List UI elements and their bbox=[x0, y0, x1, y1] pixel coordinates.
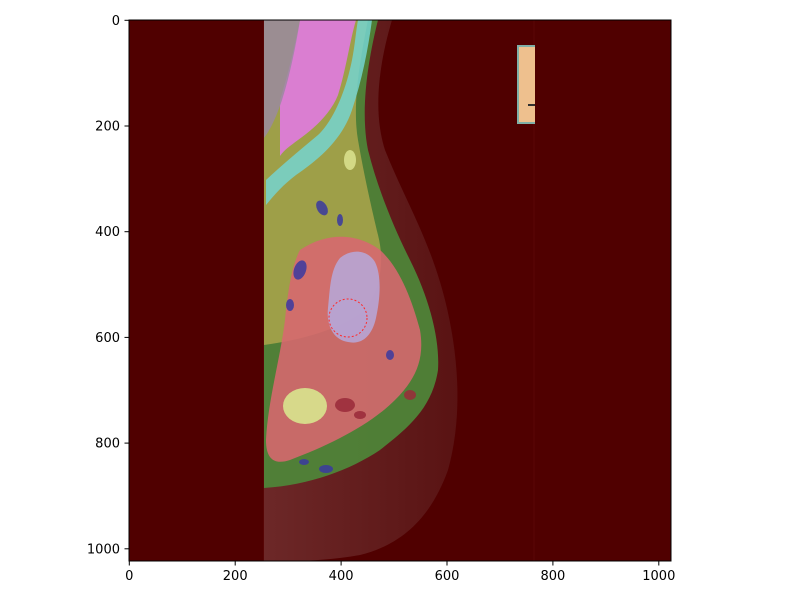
axes-frame bbox=[128, 19, 672, 562]
dark-red-spots bbox=[335, 390, 416, 419]
y-tick-label: 400 bbox=[95, 225, 120, 240]
x-tick-label: 0 bbox=[125, 569, 133, 584]
x-tick-label: 800 bbox=[540, 569, 565, 584]
y-tick: 0 bbox=[112, 14, 129, 29]
y-tick-label: 800 bbox=[95, 437, 120, 452]
x-tick: 0 bbox=[125, 561, 133, 584]
x-tick: 200 bbox=[223, 561, 248, 584]
x-tick: 400 bbox=[329, 561, 354, 584]
x-tick: 600 bbox=[435, 561, 460, 584]
yellow-patch-small bbox=[344, 150, 356, 170]
image-panel bbox=[129, 20, 671, 561]
y-tick: 200 bbox=[95, 120, 129, 135]
cyan-band-region bbox=[266, 20, 372, 205]
y-tick-label: 0 bbox=[112, 14, 120, 29]
marker-bar bbox=[528, 104, 535, 106]
gray-top-region bbox=[264, 20, 300, 138]
x-tick-label: 600 bbox=[435, 569, 460, 584]
x-tick: 800 bbox=[540, 561, 565, 584]
y-tick-label: 1000 bbox=[87, 542, 120, 557]
y-tick-label: 200 bbox=[95, 120, 120, 135]
y-tick-label: 600 bbox=[95, 331, 120, 346]
y-tick: 1000 bbox=[87, 542, 129, 557]
pectoral-magenta-region bbox=[280, 20, 356, 156]
y-tick: 800 bbox=[95, 437, 129, 452]
circled-lesion bbox=[328, 298, 368, 338]
y-tick: 600 bbox=[95, 331, 129, 346]
x-tick-label: 1000 bbox=[642, 569, 675, 584]
x-axis: 0 200 400 600 800 1000 bbox=[125, 561, 675, 584]
x-tick: 1000 bbox=[642, 561, 675, 584]
marker-label bbox=[519, 47, 535, 122]
yellow-patch-region bbox=[283, 388, 327, 424]
x-tick-label: 200 bbox=[223, 569, 248, 584]
y-axis: 0 200 400 600 800 1000 bbox=[87, 14, 129, 557]
navy-spots bbox=[286, 200, 394, 473]
x-tick-label: 400 bbox=[329, 569, 354, 584]
y-tick: 400 bbox=[95, 225, 129, 240]
